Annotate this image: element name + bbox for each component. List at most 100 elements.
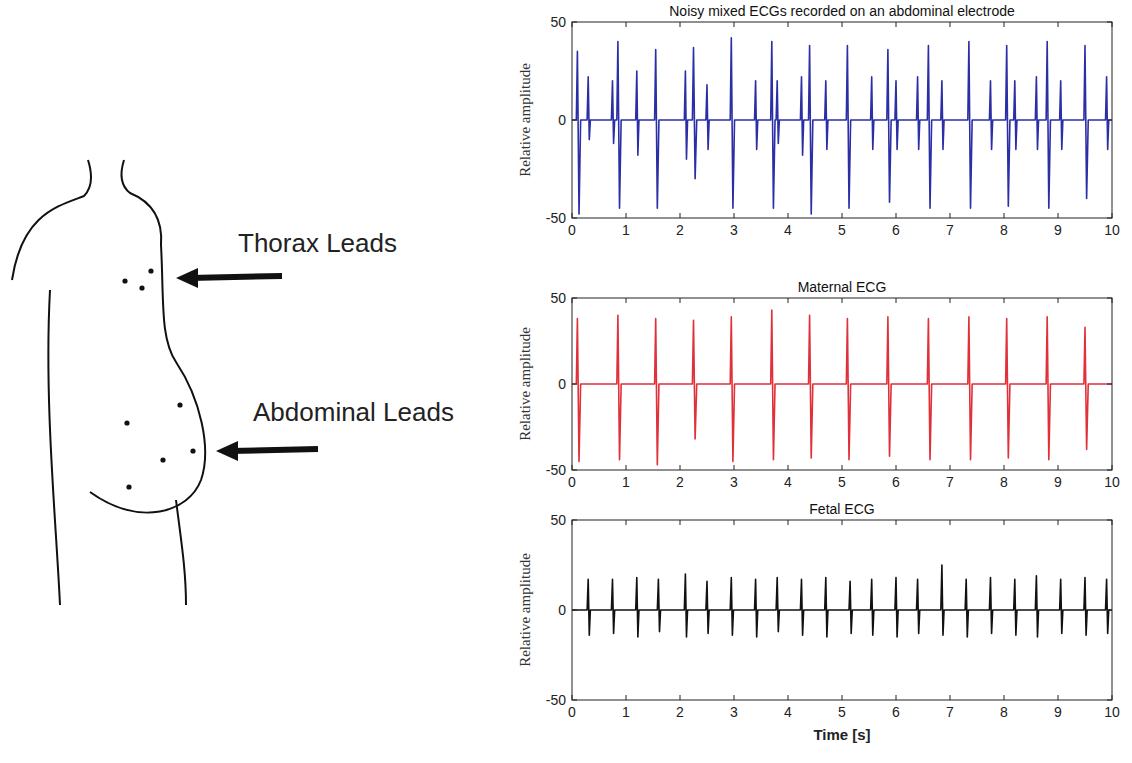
axes-frame xyxy=(572,520,1112,700)
chart-title: Fetal ECG xyxy=(809,501,874,517)
x-tick-label: 10 xyxy=(1104,222,1120,238)
x-tick-top xyxy=(572,22,573,27)
x-tick-label: 3 xyxy=(730,222,738,238)
x-tick-label: 8 xyxy=(1000,704,1008,720)
x-tick xyxy=(788,465,789,470)
electrode xyxy=(124,420,129,425)
x-tick-top xyxy=(1112,22,1113,27)
y-tick-label: 50 xyxy=(550,14,566,30)
x-tick-label: 2 xyxy=(676,222,684,238)
chart-title: Maternal ECG xyxy=(798,279,887,295)
x-tick-label: 4 xyxy=(784,704,792,720)
x-tick xyxy=(1058,465,1059,470)
x-tick-top xyxy=(896,22,897,27)
x-tick xyxy=(680,213,681,218)
x-tick-label: 5 xyxy=(838,222,846,238)
plot-area xyxy=(572,298,1112,470)
ecg-trace xyxy=(572,38,1112,214)
x-tick xyxy=(1058,695,1059,700)
x-tick-top xyxy=(1058,520,1059,525)
lead-label: Thorax Leads xyxy=(238,228,397,258)
body-diagram xyxy=(12,160,205,605)
x-tick-top xyxy=(842,298,843,303)
y-tick xyxy=(572,520,577,521)
x-tick-top xyxy=(626,22,627,27)
x-tick-top xyxy=(1004,22,1005,27)
x-tick-label: 7 xyxy=(946,704,954,720)
x-tick-label: 6 xyxy=(892,474,900,490)
arrow-head xyxy=(176,268,198,288)
x-tick xyxy=(626,695,627,700)
body-outline xyxy=(90,245,205,513)
y-tick-right xyxy=(1107,120,1112,121)
arrow-head xyxy=(216,441,238,461)
data-group xyxy=(572,310,1112,465)
body-outline xyxy=(12,160,91,280)
x-tick xyxy=(950,213,951,218)
y-tick-label: -50 xyxy=(546,692,566,708)
x-tick-label: 8 xyxy=(1000,474,1008,490)
x-tick xyxy=(1004,695,1005,700)
x-tick-top xyxy=(788,22,789,27)
x-tick xyxy=(788,695,789,700)
x-tick xyxy=(626,213,627,218)
x-tick-top xyxy=(950,22,951,27)
x-tick xyxy=(1058,213,1059,218)
y-tick-right xyxy=(1107,700,1112,701)
y-tick xyxy=(572,298,577,299)
y-tick-right xyxy=(1107,298,1112,299)
x-tick-top xyxy=(788,520,789,525)
data-group xyxy=(572,565,1112,637)
y-tick-label: -50 xyxy=(546,210,566,226)
x-tick xyxy=(896,465,897,470)
arrow-shaft xyxy=(230,449,318,451)
body-outline xyxy=(121,160,161,245)
electrode xyxy=(139,285,144,290)
y-tick-right xyxy=(1107,384,1112,385)
x-tick xyxy=(788,213,789,218)
y-tick-label: 0 xyxy=(558,602,566,618)
y-tick-right xyxy=(1107,22,1112,23)
x-tick-label: 9 xyxy=(1054,222,1062,238)
x-tick xyxy=(734,465,735,470)
arrow xyxy=(176,268,282,288)
y-tick-right xyxy=(1107,218,1112,219)
x-tick-top xyxy=(1112,520,1113,525)
y-tick-right xyxy=(1107,610,1112,611)
x-tick-top xyxy=(1112,298,1113,303)
x-tick-top xyxy=(896,298,897,303)
y-axis-label: Relative amplitude xyxy=(517,63,533,177)
x-tick xyxy=(680,465,681,470)
x-tick xyxy=(572,213,573,218)
x-tick-top xyxy=(842,22,843,27)
x-tick xyxy=(1112,695,1113,700)
y-tick xyxy=(572,120,577,121)
x-tick-label: 8 xyxy=(1000,222,1008,238)
x-tick-label: 2 xyxy=(676,474,684,490)
figure: Thorax LeadsAbdominal Leads012345678910-… xyxy=(0,0,1132,763)
x-tick-label: 1 xyxy=(622,222,630,238)
x-tick xyxy=(734,695,735,700)
x-tick-top xyxy=(572,298,573,303)
x-tick-top xyxy=(1004,298,1005,303)
ecg-trace xyxy=(572,310,1112,465)
ecg-trace xyxy=(572,565,1112,637)
y-tick-right xyxy=(1107,520,1112,521)
x-tick-label: 4 xyxy=(784,474,792,490)
x-tick-label: 9 xyxy=(1054,704,1062,720)
x-tick xyxy=(842,465,843,470)
x-tick-top xyxy=(1058,298,1059,303)
panel: 012345678910-50050Maternal ECGRelative a… xyxy=(517,279,1120,490)
x-tick-label: 6 xyxy=(892,222,900,238)
electrode xyxy=(177,402,182,407)
y-tick xyxy=(572,470,577,471)
x-tick xyxy=(896,695,897,700)
y-tick-label: -50 xyxy=(546,462,566,478)
arrow xyxy=(216,441,318,461)
x-tick xyxy=(680,695,681,700)
x-tick-label: 0 xyxy=(568,222,576,238)
electrode xyxy=(148,268,153,273)
x-tick xyxy=(842,695,843,700)
body-outline xyxy=(176,500,186,605)
y-tick-label: 0 xyxy=(558,112,566,128)
